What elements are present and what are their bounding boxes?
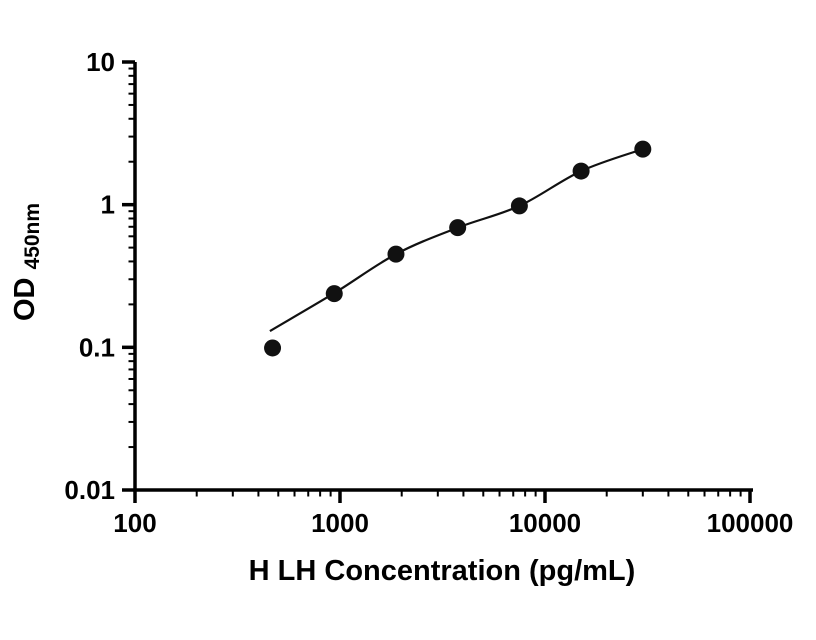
data-point-marker	[325, 285, 343, 303]
minor-ticks	[128, 67, 742, 497]
major-ticks	[122, 60, 752, 503]
data-point-marker	[387, 245, 405, 263]
data-point-marker	[572, 162, 590, 180]
data-point-marker	[510, 197, 528, 215]
y-tick-label: 10	[86, 47, 115, 77]
x-tick-labels: 100 1000 10000 100000	[113, 508, 793, 538]
y-axis-title: OD 450nm	[9, 203, 44, 321]
y-tick-label: 0.1	[79, 332, 115, 362]
x-tick-label: 10000	[509, 508, 581, 538]
data-point-marker	[449, 219, 467, 237]
y-tick-label: 1	[101, 190, 115, 220]
data-point-marker	[634, 140, 652, 158]
data-point-marker	[264, 339, 282, 357]
y-axis-title-subscript: 450nm	[21, 203, 44, 270]
y-tick-labels: 0.01 0.1 1 10	[64, 47, 115, 505]
y-axis-title-main: OD	[9, 278, 41, 322]
axes	[133, 62, 753, 492]
x-axis-title: H LH Concentration (pg/mL)	[249, 555, 636, 587]
x-tick-label: 100000	[707, 508, 794, 538]
data-points	[264, 140, 652, 357]
x-tick-label: 1000	[311, 508, 369, 538]
y-tick-label: 0.01	[64, 475, 115, 505]
x-tick-label: 100	[113, 508, 156, 538]
axis-lines	[133, 62, 753, 492]
